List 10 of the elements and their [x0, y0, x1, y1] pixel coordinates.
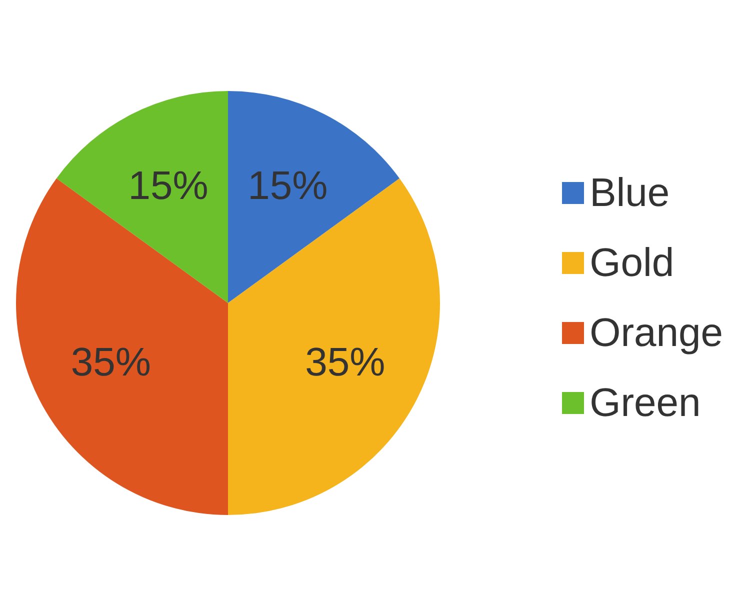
data-label: 35%	[70, 340, 151, 385]
legend-label: Orange	[590, 310, 723, 357]
legend-label: Blue	[590, 170, 670, 217]
pie-slice	[56, 91, 228, 303]
data-label: 15%	[128, 164, 208, 208]
legend-label: Gold	[590, 240, 674, 287]
legend-label: Green	[590, 380, 701, 427]
data-label: 35%	[305, 340, 386, 385]
pie-slice	[228, 91, 400, 303]
data-label: 15%	[248, 164, 328, 208]
